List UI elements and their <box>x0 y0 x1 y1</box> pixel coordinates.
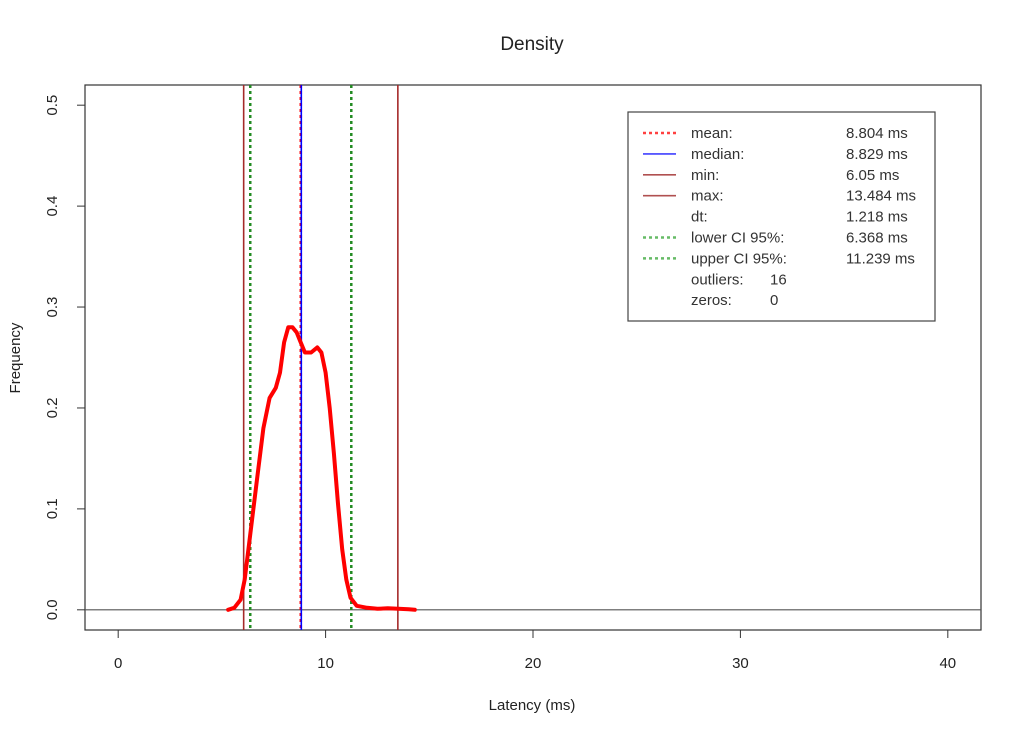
legend-value: 11.239 ms <box>846 250 915 267</box>
y-tick-label: 0.4 <box>44 196 61 217</box>
legend-label: upper CI 95%: <box>691 250 787 267</box>
x-tick-label: 10 <box>317 655 334 672</box>
legend-label: lower CI 95%: <box>691 230 784 247</box>
legend-label: outliers: <box>691 271 744 288</box>
legend-value: 8.829 ms <box>846 146 908 163</box>
legend-value: 16 <box>770 271 787 288</box>
y-tick-label: 0.2 <box>44 398 61 419</box>
y-tick-label: 0.5 <box>44 95 61 116</box>
x-tick-label: 40 <box>939 655 956 672</box>
legend-label: zeros: <box>691 292 732 309</box>
density-curve <box>226 325 417 612</box>
legend-label: mean: <box>691 125 733 142</box>
y-tick-label: 0.1 <box>44 498 61 519</box>
y-axis-label: Frequency <box>7 322 24 393</box>
legend: mean: 8.804 ms median: 8.829 ms min: 6.05 ms m… <box>627 111 936 322</box>
x-axis-label: Latency (ms) <box>489 697 576 714</box>
chart-title: Density <box>500 34 564 55</box>
legend-value: 6.368 ms <box>846 230 908 247</box>
legend-value: 8.804 ms <box>846 125 908 142</box>
legend-label: min: <box>691 167 719 184</box>
x-tick-label: 30 <box>732 655 749 672</box>
legend-value: 1.218 ms <box>846 209 908 226</box>
x-tick-label: 0 <box>114 655 122 672</box>
y-tick-label: 0.3 <box>44 297 61 318</box>
legend-value: 13.484 ms <box>846 188 916 205</box>
y-tick-label: 0.0 <box>44 599 61 620</box>
legend-label: dt: <box>691 209 708 226</box>
legend-box <box>627 111 936 322</box>
legend-value: 0 <box>770 292 778 309</box>
x-tick-label: 20 <box>525 655 542 672</box>
legend-value: 6.05 ms <box>846 167 899 184</box>
legend-label: max: <box>691 188 724 205</box>
legend-label: median: <box>691 146 744 163</box>
